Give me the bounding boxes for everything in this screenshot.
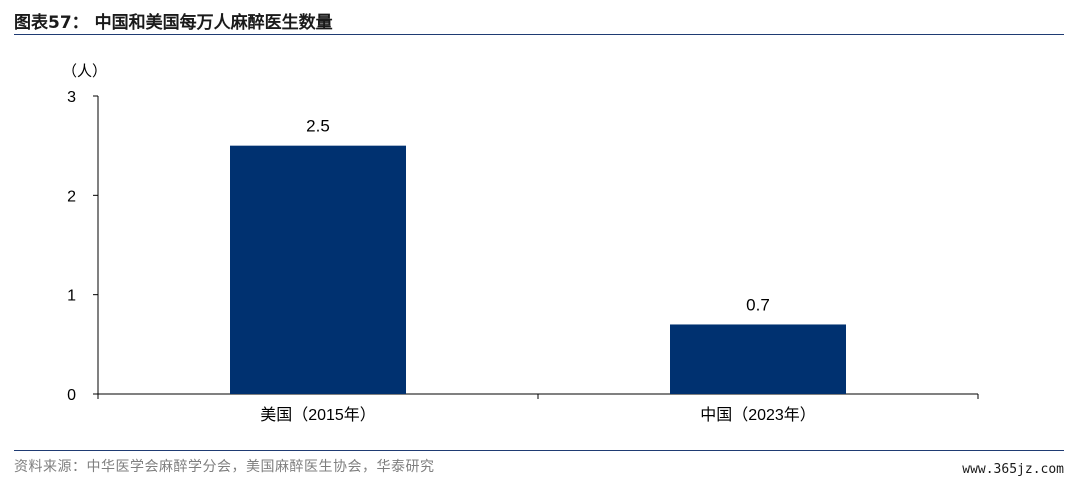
y-tick-label: 3: [67, 89, 76, 106]
labels: 2.5 美国（2015年） 0.7 中国（2023年）: [260, 117, 816, 424]
data-label: 0.7: [746, 295, 770, 314]
bar: [230, 145, 406, 394]
y-tick-label: 1: [67, 288, 76, 305]
watermark: www.365jz.com: [962, 462, 1064, 477]
y-tick-label: 2: [67, 188, 76, 205]
title-divider: [14, 34, 1064, 35]
chart-title: 图表57： 中国和美国每万人麻醉医生数量: [14, 13, 333, 33]
x-tick-label: 美国（2015年）: [260, 406, 376, 424]
bars: [230, 145, 846, 394]
x-tick-label: 中国（2023年）: [700, 406, 816, 424]
source-note: 资料来源：中华医学会麻醉学分会，美国麻醉医生协会，华泰研究: [14, 459, 435, 475]
bar: [670, 324, 846, 394]
source-divider: [14, 450, 1064, 451]
y-unit-label: （人）: [62, 63, 107, 80]
y-tick-label: 0: [67, 387, 76, 404]
data-label: 2.5: [306, 117, 330, 136]
